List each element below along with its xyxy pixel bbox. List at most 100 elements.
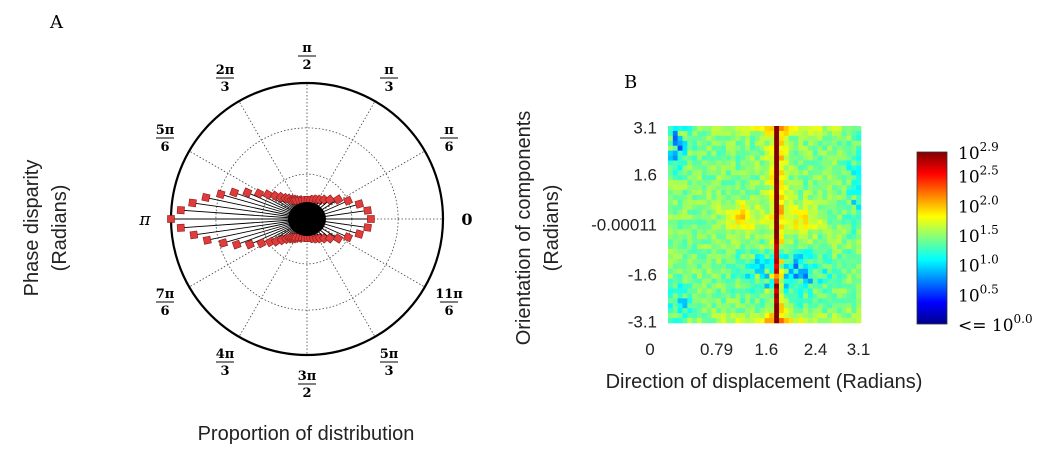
heatmap-cell xyxy=(682,170,688,176)
heatmap-cell xyxy=(706,185,712,191)
heatmap-cell xyxy=(793,303,799,309)
heatmap-cell xyxy=(851,288,857,294)
polar-bar-marker xyxy=(363,223,372,232)
heatmap-cell xyxy=(769,234,775,240)
heatmap-cell xyxy=(740,278,746,284)
heatmap-cell xyxy=(841,185,847,191)
heatmap-cell xyxy=(677,130,683,137)
heatmap-cell xyxy=(725,126,732,132)
heatmap-cell xyxy=(812,170,818,176)
heatmap-cell xyxy=(754,150,760,156)
heatmap-cell xyxy=(735,160,741,166)
heatmap-cell xyxy=(750,273,756,279)
heatmap-cell xyxy=(817,249,823,255)
heatmap-cell xyxy=(832,130,838,137)
heatmap-cell xyxy=(851,308,857,314)
heatmap-cell xyxy=(682,175,688,181)
heatmap-cell xyxy=(750,249,756,255)
polar-bar-marker xyxy=(354,229,364,239)
heatmap-cell xyxy=(778,234,785,240)
heatmap-cell xyxy=(745,254,751,260)
heatmap-cell xyxy=(759,214,765,220)
heatmap-cell xyxy=(745,263,751,270)
heatmap-cell xyxy=(774,140,780,146)
heatmap-cell xyxy=(788,194,794,201)
heatmap-cell xyxy=(769,298,775,304)
heatmap-cell xyxy=(832,165,838,171)
heatmap-cell xyxy=(836,263,843,270)
heatmap-cell xyxy=(807,288,814,294)
heatmap-cell xyxy=(687,244,693,250)
heatmap-cell xyxy=(822,258,828,265)
heatmap-cell xyxy=(759,135,765,142)
heatmap-cell xyxy=(692,209,698,215)
heatmap-cell xyxy=(668,254,674,260)
heatmap-cell xyxy=(846,273,852,279)
heatmap-cell xyxy=(730,170,736,176)
heatmap-cell xyxy=(716,268,722,275)
heatmap-cell xyxy=(774,199,780,206)
heatmap-cell xyxy=(841,308,847,314)
heatmap-cell xyxy=(832,219,838,225)
heatmap-cell xyxy=(687,318,693,324)
heatmap-cell xyxy=(788,293,794,299)
heatmap-cell xyxy=(696,145,703,151)
heatmap-cell xyxy=(721,298,727,304)
heatmap-cell xyxy=(783,318,789,324)
heatmap-cell xyxy=(706,268,712,275)
heatmap-cell xyxy=(682,229,688,235)
heatmap-cell xyxy=(841,204,847,211)
heatmap-cell xyxy=(774,273,780,279)
heatmap-cell xyxy=(788,283,794,289)
heatmap-cell xyxy=(851,155,857,161)
heatmap-cell xyxy=(778,175,785,181)
heatmap-cell xyxy=(711,308,717,314)
heatmap-cell xyxy=(803,214,809,220)
heatmap-cell xyxy=(692,165,698,171)
heatmap-cell xyxy=(687,313,693,319)
heatmap-cell xyxy=(769,190,775,196)
heatmap-xlabel: Direction of displacement (Radians) xyxy=(606,371,923,393)
heatmap-cell xyxy=(798,273,804,279)
heatmap-cell xyxy=(682,273,688,279)
heatmap-cell xyxy=(692,298,698,304)
heatmap-cell xyxy=(730,190,736,196)
heatmap-cell xyxy=(832,224,838,230)
angle-denominator: 3 xyxy=(220,364,229,379)
heatmap-cell xyxy=(807,170,814,176)
heatmap-cell xyxy=(798,180,804,186)
heatmap-cell xyxy=(774,298,780,304)
heatmap-cell xyxy=(759,150,765,156)
heatmap-cell xyxy=(851,175,857,181)
heatmap-cell xyxy=(711,224,717,230)
heatmap-cell xyxy=(783,160,789,166)
heatmap-cell xyxy=(750,175,756,181)
heatmap-cell xyxy=(725,185,732,191)
heatmap-cell xyxy=(841,283,847,289)
heatmap-cell xyxy=(798,219,804,225)
heatmap-cell xyxy=(716,278,722,284)
heatmap-cell xyxy=(696,204,703,211)
heatmap-cell xyxy=(692,303,698,309)
heatmap-cell xyxy=(793,204,799,211)
heatmap-cell xyxy=(745,278,751,284)
heatmap-cell xyxy=(778,268,785,275)
heatmap-cell xyxy=(735,293,741,299)
heatmap-cell xyxy=(764,258,770,265)
heatmap-cell xyxy=(745,244,751,250)
heatmap-cell xyxy=(798,194,804,201)
heatmap-cell xyxy=(754,190,760,196)
heatmap-cell xyxy=(687,145,693,151)
heatmap-cell xyxy=(701,293,707,299)
heatmap-cell xyxy=(846,130,852,137)
polar-bar-marker xyxy=(176,206,185,215)
heatmap-cell xyxy=(778,293,785,299)
heatmap-cell xyxy=(716,288,722,294)
heatmap-cell xyxy=(783,209,789,215)
heatmap-cell xyxy=(696,288,703,294)
heatmap-cell xyxy=(846,298,852,304)
heatmap-cell xyxy=(696,190,703,196)
heatmap-cell xyxy=(721,254,727,260)
heatmap-cell xyxy=(769,180,775,186)
